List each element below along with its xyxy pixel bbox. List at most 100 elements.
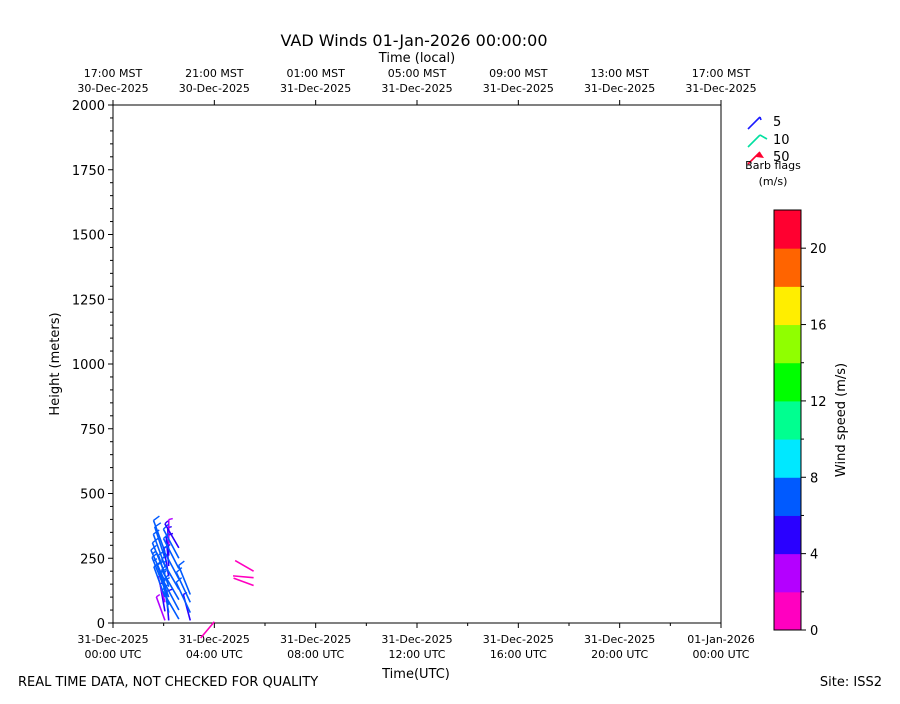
wind-barbs: [150, 515, 255, 639]
barb-shaft: [160, 569, 180, 601]
barb-legend-label: 50: [773, 150, 790, 165]
y-tick-label: 1000: [72, 358, 105, 373]
wind-barb: [175, 577, 191, 613]
colorbar-frame: [773, 209, 802, 631]
top-tick-label-date: 30-Dec-2025: [179, 82, 250, 95]
barb-shaft: [200, 621, 215, 639]
x-tick-label-time: 12:00 UTC: [388, 648, 445, 661]
barb-shaft: [160, 559, 180, 590]
y-tick-label: 1250: [72, 293, 105, 308]
colorbar-tick-label: 12: [810, 395, 827, 410]
barb-half-feather: [155, 593, 161, 598]
chart-title: VAD Winds 01-Jan-2026 00:00:00: [280, 31, 547, 50]
top-tick-label-date: 30-Dec-2025: [77, 82, 148, 95]
top-tick-label-date: 31-Dec-2025: [381, 82, 452, 95]
top-tick-label-date: 31-Dec-2025: [685, 82, 756, 95]
x-tick-label-date: 31-Dec-2025: [381, 633, 452, 646]
top-tick-label-time: 01:00 MST: [286, 67, 345, 80]
top-axis-label: Time (local): [378, 51, 455, 66]
y-tick-label: 0: [97, 617, 105, 632]
top-tick-label-date: 31-Dec-2025: [584, 82, 655, 95]
barb-shaft: [165, 535, 170, 567]
x-tick-label-time: 08:00 UTC: [287, 648, 344, 661]
wind-barb: [167, 517, 173, 546]
y-tick-label: 1750: [72, 164, 105, 179]
top-tick-label-date: 31-Dec-2025: [280, 82, 351, 95]
x-tick-label-time: 16:00 UTC: [490, 648, 547, 661]
barb-shaft: [153, 526, 166, 559]
wind-barb: [233, 577, 254, 587]
barb-shaft: [162, 538, 180, 569]
x-axis-local: 17:00 MST 30-Dec-2025 21:00 MST 30-Dec-2025…: [77, 67, 757, 105]
barb-legend-shaft: [747, 151, 761, 165]
barb-legend-label: 10: [773, 133, 790, 148]
top-tick-label-time: 21:00 MST: [185, 67, 244, 80]
y-tick-label: 1500: [72, 229, 105, 244]
barb-legend-item: 5: [747, 115, 781, 130]
barb-legend: 5 10 50: [747, 115, 790, 165]
y-axis: 0 250 500 750 1000 1250 1500 1750 2000: [72, 99, 113, 632]
barb-shaft: [234, 559, 255, 572]
wind-barb: [234, 559, 255, 572]
top-tick-label-date: 31-Dec-2025: [483, 82, 554, 95]
plot-area: [112, 104, 722, 624]
colorbar-tick-label: 20: [810, 242, 827, 257]
x-tick-label-time: 00:00 UTC: [692, 648, 749, 661]
barb-shaft: [177, 565, 192, 595]
barb-legend-shaft: [747, 116, 761, 130]
barb-shaft: [162, 579, 180, 611]
x-tick-label-time: 20:00 UTC: [591, 648, 648, 661]
x-tick-label-date: 31-Dec-2025: [280, 633, 351, 646]
colorbar-bin: [774, 477, 801, 516]
x-tick-label-date: 31-Dec-2025: [584, 633, 655, 646]
y-tick-label: 500: [80, 488, 105, 503]
barb-feather: [175, 567, 183, 573]
top-tick-label-time: 17:00 MST: [84, 67, 143, 80]
colorbar-tick-label: 4: [810, 548, 818, 563]
barb-shaft: [164, 523, 180, 549]
barb-shaft: [162, 528, 180, 559]
colorbar-tick-label: 16: [810, 319, 827, 334]
barb-legend-feather: [759, 116, 762, 121]
colorbar-bin: [774, 248, 801, 287]
barb-shaft: [155, 596, 166, 621]
x-tick-label-date: 31-Dec-2025: [483, 633, 554, 646]
barb-feather: [178, 560, 185, 567]
barb-legend-item: 10: [747, 133, 790, 148]
barb-legend-flag: [756, 152, 764, 158]
top-tick-label-time: 09:00 MST: [489, 67, 548, 80]
site-label: Site: ISS2: [820, 675, 882, 690]
barb-legend-feather: [759, 134, 768, 140]
wind-barb: [152, 515, 166, 553]
barb-shaft: [232, 575, 254, 579]
colorbar-bin: [774, 210, 801, 249]
barb-legend-title: Barb flags: [745, 159, 801, 172]
barb-legend-item: 50: [747, 150, 790, 165]
x-axis-label: Time(UTC): [381, 667, 450, 682]
wind-barb: [232, 575, 254, 579]
wind-barb: [177, 560, 192, 595]
colorbar-bin: [774, 439, 801, 478]
colorbar-tick-label: 0: [810, 624, 818, 639]
barb-half-feather: [163, 569, 168, 574]
barb-shaft: [161, 589, 180, 620]
wind-barb: [175, 567, 191, 603]
top-tick-label-time: 17:00 MST: [692, 67, 751, 80]
y-axis-label: Height (meters): [48, 312, 63, 415]
colorbar-bin: [774, 362, 801, 402]
x-tick-label-date: 31-Dec-2025: [77, 633, 148, 646]
colorbar: 0 4 8 12 16 20: [773, 209, 827, 639]
x-tick-label-time: 04:00 UTC: [186, 648, 243, 661]
barb-feather: [175, 577, 183, 583]
wind-barb: [200, 621, 215, 639]
top-tick-label-time: 05:00 MST: [388, 67, 447, 80]
wind-barb: [164, 520, 180, 549]
x-tick-label-date: 31-Dec-2025: [179, 633, 250, 646]
quality-disclaimer: REAL TIME DATA, NOT CHECKED FOR QUALITY: [18, 675, 318, 690]
barb-legend-units: (m/s): [759, 175, 788, 188]
barb-shaft: [152, 520, 166, 553]
barb-feather: [153, 515, 160, 521]
colorbar-bin: [774, 591, 801, 631]
barb-legend-label: 5: [773, 115, 781, 130]
